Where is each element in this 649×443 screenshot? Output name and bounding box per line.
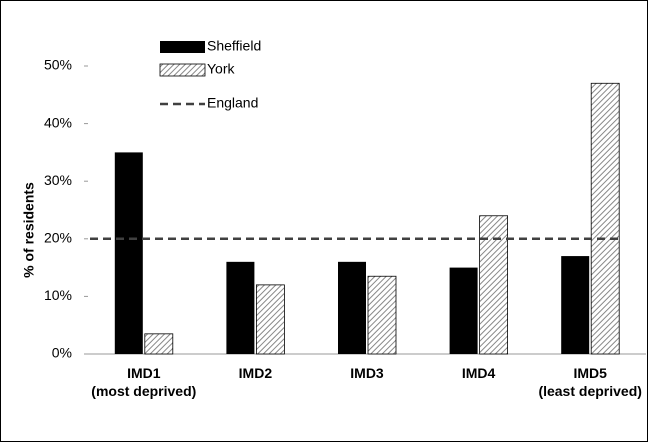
y-tick-label: 0% — [52, 345, 72, 361]
legend-label: Sheffield — [207, 38, 261, 54]
bar — [479, 215, 509, 355]
bar — [590, 82, 620, 355]
x-tick-label: IMD5 (least deprived) — [538, 365, 642, 399]
legend-swatch — [159, 63, 206, 77]
y-tick-label: 30% — [44, 172, 72, 188]
x-tick-label: IMD1 (most deprived) — [91, 365, 197, 399]
bar — [114, 152, 143, 354]
y-tick-label: 50% — [44, 57, 72, 73]
legend-label: York — [207, 61, 236, 77]
y-axis-title: % of residents — [21, 182, 37, 278]
y-tick-label: 40% — [44, 114, 72, 130]
bar — [367, 275, 397, 355]
x-tick-label: IMD4 — [461, 365, 496, 381]
bar — [144, 333, 174, 355]
x-tick-label: IMD2 — [238, 365, 273, 381]
y-tick-label: 10% — [44, 287, 72, 303]
bar — [561, 256, 590, 354]
bar — [226, 261, 255, 354]
bar — [255, 284, 285, 355]
y-tick-label: 20% — [44, 230, 72, 246]
bar — [338, 261, 366, 354]
bar — [449, 267, 478, 354]
x-tick-label: IMD3 — [350, 365, 384, 381]
legend-swatch — [160, 41, 205, 53]
legend-label: England — [207, 95, 258, 111]
